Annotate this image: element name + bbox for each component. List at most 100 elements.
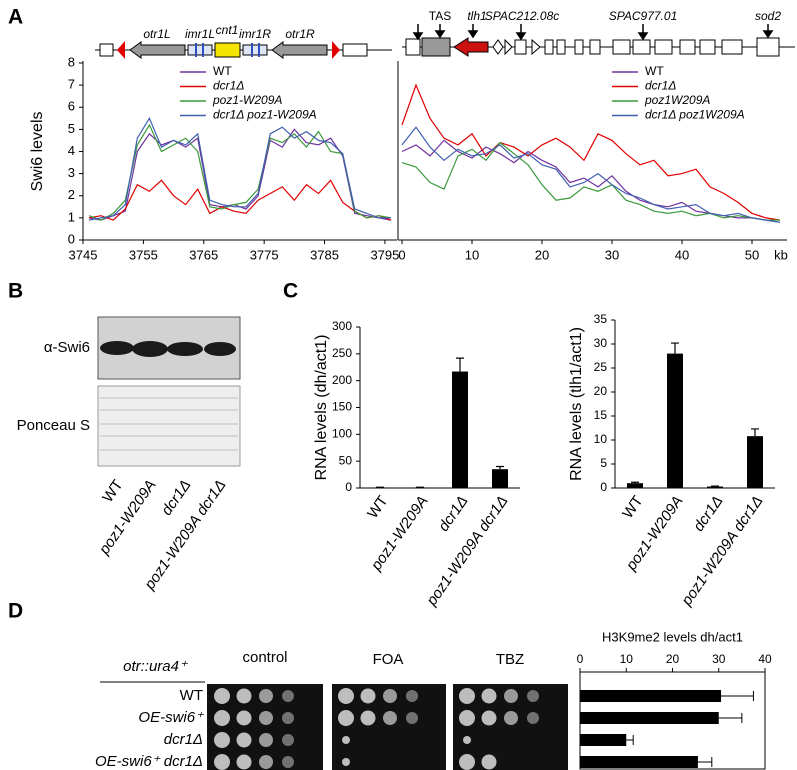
x-tick-label: WT bbox=[364, 493, 391, 522]
locus-label: TAS bbox=[429, 9, 451, 23]
spot bbox=[383, 711, 397, 725]
y-tick-label: 10 bbox=[594, 432, 608, 446]
blot-label: α-Swi6 bbox=[44, 339, 90, 356]
error-bar bbox=[626, 735, 634, 745]
x-tick-label: 3745 bbox=[69, 247, 98, 262]
spot bbox=[383, 689, 397, 703]
lane-label: WT bbox=[99, 477, 126, 506]
x-tick-label: WT bbox=[619, 493, 646, 522]
error-bar bbox=[721, 691, 754, 701]
x-tick-label: 50 bbox=[745, 247, 759, 262]
x-tick-label: 10 bbox=[620, 652, 634, 666]
spot bbox=[342, 736, 350, 744]
row-label: WT bbox=[180, 687, 203, 704]
x-tick-label: dcr1Δ bbox=[690, 493, 726, 535]
panel-label: B bbox=[8, 280, 23, 303]
x-tick-label: 3795 bbox=[370, 247, 399, 262]
legend-label: dcr1Δ bbox=[213, 79, 244, 93]
series-line bbox=[401, 139, 781, 223]
y-tick-label: 200 bbox=[332, 373, 352, 387]
plate-title: TBZ bbox=[496, 651, 524, 668]
y-tick-label: 5 bbox=[600, 456, 607, 470]
legend-label: dcr1Δ bbox=[645, 79, 676, 93]
error-bar bbox=[697, 757, 713, 767]
legend-label: dcr1Δ poz1-W209A bbox=[213, 108, 317, 122]
locus-diagram-right bbox=[402, 24, 795, 57]
legend-label: WT bbox=[645, 64, 664, 78]
spot bbox=[259, 689, 273, 703]
y-tick-label: 20 bbox=[594, 384, 608, 398]
series-line bbox=[401, 141, 780, 221]
x-tick-label: 20 bbox=[535, 247, 549, 262]
x-tick-label: poz1-W209A dcr1Δ bbox=[678, 493, 767, 610]
western-blot bbox=[97, 316, 241, 467]
x-tick-label: 3775 bbox=[250, 247, 279, 262]
plate-title: control bbox=[242, 649, 287, 666]
x-tick-label: 40 bbox=[758, 652, 772, 666]
x-tick-label: 0 bbox=[398, 247, 405, 262]
y-tick-label: 35 bbox=[594, 312, 608, 326]
locus-label: otr1L bbox=[143, 27, 170, 41]
y-tick-label: 50 bbox=[339, 453, 353, 467]
y-tick-label: 100 bbox=[332, 427, 352, 441]
spot bbox=[527, 690, 539, 702]
spot bbox=[259, 711, 273, 725]
error-bar bbox=[751, 428, 759, 437]
x-tick-label: 3765 bbox=[189, 247, 218, 262]
y-tick-label: 1 bbox=[68, 209, 75, 224]
x-axis-label: kb bbox=[774, 247, 788, 262]
spot bbox=[282, 734, 294, 746]
spot bbox=[406, 690, 418, 702]
x-tick-label: 30 bbox=[605, 247, 619, 262]
panel-label: D bbox=[8, 600, 23, 623]
x-tick-label: 3785 bbox=[310, 247, 339, 262]
spot bbox=[282, 756, 294, 768]
legend-label: poz1W209A bbox=[644, 93, 710, 107]
error-bar bbox=[456, 357, 464, 372]
chart-title: H3K9me2 levels dh/act1 bbox=[602, 629, 743, 644]
spot bbox=[504, 711, 518, 725]
spot bbox=[259, 755, 273, 769]
bar bbox=[627, 483, 643, 488]
y-tick-label: 3 bbox=[68, 165, 75, 180]
legend-label: poz1-W209A bbox=[212, 93, 282, 107]
y-tick-label: 150 bbox=[332, 400, 352, 414]
bar bbox=[580, 712, 719, 724]
bar bbox=[492, 469, 508, 488]
spot bbox=[338, 710, 354, 726]
bar bbox=[747, 436, 763, 488]
y-axis-label: RNA levels (tlh1/act1) bbox=[568, 327, 585, 481]
spot bbox=[236, 754, 252, 770]
spot-header: otr::ura4⁺ bbox=[123, 658, 188, 675]
spot bbox=[236, 710, 252, 726]
row-label: dcr1Δ bbox=[164, 731, 203, 748]
spot bbox=[214, 688, 230, 704]
y-tick-label: 2 bbox=[68, 187, 75, 202]
spot bbox=[214, 732, 230, 748]
spot bbox=[236, 688, 252, 704]
spot bbox=[214, 710, 230, 726]
row-label: OE-swi6⁺ dcr1Δ bbox=[95, 753, 203, 770]
bar bbox=[580, 734, 627, 746]
y-tick-label: 250 bbox=[332, 346, 352, 360]
bar bbox=[452, 371, 468, 488]
spot bbox=[259, 733, 273, 747]
locus-label: imr1R bbox=[239, 27, 271, 41]
spot bbox=[459, 754, 475, 770]
locus-label: otr1R bbox=[285, 27, 315, 41]
y-axis-label: RNA levels (dh/act1) bbox=[313, 335, 330, 481]
series-line bbox=[88, 123, 392, 221]
series-line bbox=[401, 126, 781, 223]
spot bbox=[236, 732, 252, 748]
row-label: OE-swi6⁺ bbox=[138, 709, 204, 726]
spot bbox=[481, 688, 497, 704]
panel-label: C bbox=[283, 280, 298, 303]
error-bar bbox=[718, 713, 743, 723]
spot bbox=[214, 754, 230, 770]
spot bbox=[282, 690, 294, 702]
x-tick-label: 3755 bbox=[129, 247, 158, 262]
spot bbox=[481, 710, 497, 726]
locus-label: SPAC212.08c bbox=[485, 9, 560, 23]
x-tick-label: 0 bbox=[577, 652, 584, 666]
spot bbox=[342, 758, 350, 766]
